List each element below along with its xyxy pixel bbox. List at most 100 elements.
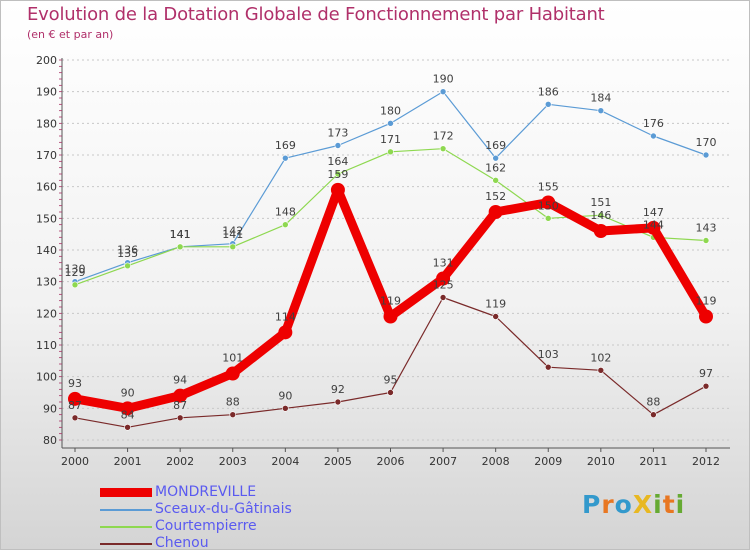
data-point [124, 262, 131, 270]
data-point [334, 398, 342, 406]
data-label: 190 [433, 73, 454, 86]
data-label: 119 [485, 298, 506, 311]
data-label: 176 [643, 117, 664, 130]
logo-letter: P [582, 490, 602, 519]
data-label: 135 [117, 247, 138, 260]
data-point [439, 145, 447, 152]
x-tick-label: 2001 [114, 455, 142, 468]
data-label: 119 [696, 295, 717, 308]
legend-label-mondreville: MONDREVILLE [155, 484, 257, 500]
data-point [439, 88, 447, 95]
legend-item-mondreville: MONDREVILLE [100, 484, 420, 501]
data-label: 159 [327, 168, 348, 181]
data-point [699, 309, 713, 324]
data-point [383, 309, 398, 324]
data-label: 143 [696, 222, 717, 235]
legend-label-chenou: Chenou [155, 535, 209, 551]
legend-item-sceaux: Sceaux-du-Gâtinais [100, 501, 420, 518]
data-point [702, 382, 710, 390]
data-label: 136 [117, 244, 138, 257]
data-label: 90 [278, 389, 292, 402]
data-point [702, 237, 710, 244]
logo-letter: i [675, 490, 686, 519]
y-tick-label: 100 [36, 371, 57, 384]
data-label: 129 [65, 266, 86, 279]
data-label: 162 [485, 161, 506, 174]
data-point [702, 151, 710, 159]
logo-letter: t [662, 490, 676, 519]
legend-label-sceaux: Sceaux-du-Gâtinais [155, 501, 292, 517]
y-tick-label: 170 [36, 149, 57, 162]
data-point [68, 391, 82, 406]
legend-swatch-courtempierre [100, 526, 152, 528]
data-point [282, 154, 289, 162]
data-point [120, 401, 135, 416]
data-point [173, 388, 188, 403]
legend-swatch-mondreville [100, 488, 152, 497]
data-label: 180 [380, 104, 401, 117]
data-point [71, 281, 79, 289]
legend-item-chenou: Chenou [100, 535, 420, 552]
logo-letter: X [632, 490, 654, 519]
logo-letter: i [653, 490, 663, 519]
logo-letter: o [614, 490, 633, 519]
x-tick-label: 2000 [61, 455, 89, 468]
data-label: 87 [173, 399, 187, 412]
data-label: 152 [485, 190, 506, 203]
legend-label-courtempierre: Courtempierre [155, 518, 257, 534]
data-point [492, 177, 499, 184]
data-label: 84 [121, 408, 135, 421]
data-point [387, 389, 394, 396]
data-point [492, 313, 499, 320]
data-label: 92 [331, 383, 345, 396]
data-point [282, 405, 289, 412]
data-label: 101 [222, 352, 243, 365]
data-label: 90 [121, 386, 135, 399]
data-point [650, 132, 657, 140]
data-label: 119 [380, 295, 401, 308]
logo-letter: r [601, 490, 615, 519]
data-point [544, 215, 552, 222]
data-point [646, 220, 661, 235]
data-label: 173 [327, 127, 348, 140]
data-point [229, 411, 237, 418]
x-tick-label: 2002 [166, 455, 194, 468]
data-point [593, 224, 608, 238]
data-label: 169 [485, 139, 506, 152]
data-point [282, 221, 289, 228]
data-label: 151 [590, 196, 611, 209]
x-tick-label: 2011 [639, 455, 667, 468]
x-tick-label: 2010 [587, 455, 615, 468]
y-tick-label: 90 [43, 402, 57, 415]
data-label: 186 [538, 85, 559, 98]
data-label: 172 [433, 130, 454, 143]
data-label: 164 [327, 155, 348, 168]
data-point [334, 142, 342, 149]
x-tick-label: 2003 [219, 455, 247, 468]
data-point [124, 424, 131, 431]
data-point [597, 211, 605, 219]
legend-swatch-sceaux [100, 509, 152, 511]
data-label: 141 [222, 228, 243, 241]
data-label: 169 [275, 139, 296, 152]
data-point [544, 101, 552, 108]
data-label: 184 [590, 92, 611, 105]
data-label: 141 [170, 228, 191, 241]
y-tick-label: 110 [36, 339, 57, 352]
data-label: 141 [170, 228, 191, 241]
data-label: 94 [173, 374, 187, 387]
data-point [597, 107, 605, 114]
y-tick-label: 200 [36, 54, 57, 67]
data-point [436, 271, 451, 286]
y-tick-label: 140 [36, 244, 57, 257]
data-point [544, 363, 552, 371]
legend-item-courtempierre: Courtempierre [100, 518, 420, 535]
data-label: 93 [68, 377, 82, 390]
data-label: 146 [590, 209, 611, 222]
y-tick-label: 130 [36, 276, 57, 289]
data-label: 102 [590, 351, 611, 364]
x-tick-label: 2006 [377, 455, 405, 468]
data-label: 147 [643, 206, 664, 219]
legend-swatch-chenou [100, 543, 152, 545]
